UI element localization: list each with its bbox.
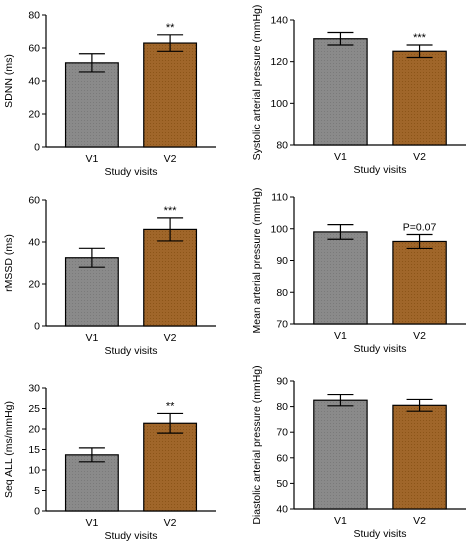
chart-1-bar-v1: [64, 62, 119, 148]
chart-1-y-tick-label-0: 0: [34, 142, 40, 154]
chart-3-bar-v1: [64, 257, 119, 327]
chart-6-y-tick-label-5: 90: [276, 376, 288, 388]
chart-5-y-tick-label-2: 10: [28, 465, 40, 477]
chart-2-x-tick-label-v2: V2: [413, 151, 426, 163]
chart-3-y-tick-label-0: 0: [34, 321, 40, 333]
chart-3-y-tick-label-3: 60: [28, 195, 40, 207]
chart-5-y-tick-label-1: 5: [34, 485, 40, 497]
chart-2-bar-v1: [313, 38, 368, 146]
chart-4-x-axis-label: Study visits: [353, 343, 406, 355]
chart-6-x-tick-label-v2: V2: [413, 515, 426, 527]
chart-4-y-tick-label-4: 110: [271, 192, 288, 204]
chart-6-y-tick-label-2: 60: [276, 452, 288, 464]
chart-3-x-tick-label-v1: V1: [85, 332, 98, 344]
chart-panel-5: 0 5 10 15 20 25 30 Seq ALL (ms/mmHg) V1 ** V2 Study…: [3, 383, 216, 542]
chart-5-x-axis-label: Study visits: [104, 530, 157, 542]
chart-2-bar-v2: [392, 50, 447, 146]
chart-panel-3: 0 20 40 60 rMSSD (ms) V1 *** V2 Study visits: [3, 195, 216, 357]
chart-6-bar-v1: [313, 399, 368, 510]
chart-2-annotation-v2: ***: [413, 32, 427, 44]
chart-6-y-tick-label-0: 40: [276, 504, 288, 516]
chart-1-y-axis-label: SDNN (ms): [3, 54, 15, 108]
chart-5-y-tick-label-4: 20: [28, 424, 40, 436]
chart-6-y-tick-label-4: 80: [276, 401, 288, 413]
chart-2-y-tick-label-1: 100: [270, 98, 288, 110]
chart-4-y-tick-label-2: 90: [276, 255, 288, 267]
chart-3-annotation-v2: ***: [164, 205, 178, 217]
chart-1-y-tick-label-1: 20: [28, 109, 40, 121]
chart-3-y-tick-label-1: 20: [28, 279, 40, 291]
chart-5-bar-v2: [143, 422, 198, 512]
chart-panel-1: 0 20 40 60 80 SDNN (ms) V1 ** V2 Study visits: [3, 10, 216, 178]
chart-3-y-tick-label-2: 40: [28, 237, 40, 249]
chart-5-y-axis-label: Seq ALL (ms/mmHg): [3, 401, 15, 498]
chart-4-bar-v2: [392, 240, 447, 325]
chart-4-x-tick-label-v2: V2: [413, 330, 426, 342]
chart-2-y-tick-label-2: 120: [270, 56, 288, 68]
chart-4-bar-v1: [313, 231, 368, 325]
chart-4-y-tick-label-1: 80: [276, 287, 288, 299]
chart-panel-6: 40 50 60 70 80 90 Diastolic arterial pressure …: [251, 365, 466, 540]
chart-1-y-tick-label-4: 80: [28, 10, 40, 22]
chart-1-x-tick-label-v1: V1: [85, 153, 98, 165]
chart-4-y-axis-label: Mean arterial pressure (mmHg): [251, 188, 263, 334]
chart-1-x-tick-label-v2: V2: [164, 153, 177, 165]
chart-2-y-tick-label-3: 140: [270, 15, 288, 27]
chart-5-x-tick-label-v1: V1: [85, 517, 98, 529]
chart-panel-2: 80 100 120 140 Systolic arterial pressure (m…: [251, 5, 466, 176]
chart-5-annotation-v2: **: [166, 400, 175, 412]
chart-panel-4: 70 80 90 100 110 Mean arterial pressure (mmHg…: [251, 188, 466, 355]
chart-2-x-tick-label-v1: V1: [334, 151, 347, 163]
chart-5-y-tick-label-5: 25: [28, 403, 40, 415]
chart-6-x-tick-label-v1: V1: [334, 515, 347, 527]
chart-5-y-tick-label-3: 15: [28, 444, 40, 456]
chart-1-y-tick-label-3: 60: [28, 43, 40, 55]
chart-5-y-tick-label-6: 30: [28, 383, 40, 395]
chart-6-y-axis-label: Diastolic arterial pressure (mmHg): [251, 365, 263, 524]
chart-4-x-tick-label-v1: V1: [334, 330, 347, 342]
chart-3-x-axis-label: Study visits: [104, 345, 157, 357]
chart-2-x-axis-label: Study visits: [353, 164, 406, 176]
chart-4-y-tick-label-3: 100: [270, 223, 288, 235]
chart-4-annotation-v2: P=0.07: [403, 221, 437, 233]
chart-1-bar-v2: [143, 42, 198, 148]
chart-3-x-tick-label-v2: V2: [164, 332, 177, 344]
chart-6-x-axis-label: Study visits: [353, 528, 406, 540]
chart-2-y-axis-label: Systolic arterial pressure (mmHg): [251, 5, 263, 161]
chart-6-y-tick-label-1: 50: [276, 478, 288, 490]
chart-1-x-axis-label: Study visits: [104, 166, 157, 178]
chart-5-bar-v1: [64, 454, 119, 512]
chart-1-y-tick-label-2: 40: [28, 76, 40, 88]
chart-3-y-axis-label: rMSSD (ms): [3, 234, 15, 292]
chart-1-annotation-v2: **: [166, 22, 175, 34]
chart-5-y-tick-label-0: 0: [34, 506, 40, 518]
chart-6-bar-v2: [392, 404, 447, 510]
chart-2-y-tick-label-0: 80: [276, 140, 288, 152]
chart-6-y-tick-label-3: 70: [276, 427, 288, 439]
chart-4-y-tick-label-0: 70: [276, 319, 288, 331]
chart-3-bar-v2: [143, 228, 198, 327]
chart-5-x-tick-label-v2: V2: [164, 517, 177, 529]
